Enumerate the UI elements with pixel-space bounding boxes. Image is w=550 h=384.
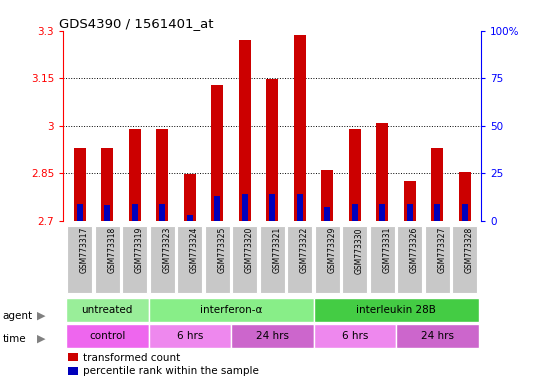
Text: GSM773317: GSM773317 <box>80 227 89 273</box>
Bar <box>76 204 82 221</box>
FancyBboxPatch shape <box>150 225 175 293</box>
Bar <box>187 215 193 221</box>
Text: GSM773325: GSM773325 <box>217 227 226 273</box>
Bar <box>242 194 248 221</box>
Text: untreated: untreated <box>81 305 133 315</box>
FancyBboxPatch shape <box>148 298 314 322</box>
FancyBboxPatch shape <box>67 225 92 293</box>
Bar <box>132 204 138 221</box>
FancyBboxPatch shape <box>205 225 230 293</box>
Bar <box>239 40 251 221</box>
Bar <box>459 172 471 221</box>
FancyBboxPatch shape <box>177 225 202 293</box>
Bar <box>431 148 443 221</box>
Bar <box>156 129 168 221</box>
FancyBboxPatch shape <box>314 298 478 322</box>
FancyBboxPatch shape <box>231 324 314 348</box>
Bar <box>434 204 441 221</box>
FancyBboxPatch shape <box>287 225 312 293</box>
Bar <box>184 174 196 221</box>
FancyBboxPatch shape <box>452 225 477 293</box>
Text: interleukin 28B: interleukin 28B <box>356 305 436 315</box>
Text: ▶: ▶ <box>37 311 45 321</box>
Bar <box>129 129 141 221</box>
FancyBboxPatch shape <box>397 225 422 293</box>
Text: 24 hrs: 24 hrs <box>421 331 454 341</box>
Bar <box>407 204 412 221</box>
Legend: transformed count, percentile rank within the sample: transformed count, percentile rank withi… <box>68 353 259 376</box>
Text: GSM773321: GSM773321 <box>272 227 281 273</box>
Text: GSM773319: GSM773319 <box>135 227 144 273</box>
FancyBboxPatch shape <box>260 225 285 293</box>
FancyBboxPatch shape <box>396 324 478 348</box>
Bar <box>376 123 388 221</box>
Text: GDS4390 / 1561401_at: GDS4390 / 1561401_at <box>59 17 213 30</box>
Text: GSM773320: GSM773320 <box>245 227 254 273</box>
Bar <box>404 181 416 221</box>
Bar <box>321 170 333 221</box>
Bar <box>74 148 86 221</box>
Text: GSM773323: GSM773323 <box>162 227 171 273</box>
Text: GSM773328: GSM773328 <box>465 227 474 273</box>
Text: agent: agent <box>3 311 33 321</box>
Text: GSM773330: GSM773330 <box>355 227 364 273</box>
Text: control: control <box>89 331 125 341</box>
Text: time: time <box>3 334 26 344</box>
Text: GSM773326: GSM773326 <box>410 227 419 273</box>
Text: GSM773331: GSM773331 <box>382 227 391 273</box>
FancyBboxPatch shape <box>95 225 120 293</box>
Text: ▶: ▶ <box>37 334 45 344</box>
Bar <box>379 204 385 221</box>
FancyBboxPatch shape <box>122 225 147 293</box>
Bar <box>160 204 165 221</box>
FancyBboxPatch shape <box>425 225 450 293</box>
Bar <box>349 129 361 221</box>
Text: 24 hrs: 24 hrs <box>256 331 289 341</box>
Text: interferon-α: interferon-α <box>200 305 262 315</box>
Text: GSM773329: GSM773329 <box>327 227 336 273</box>
Text: GSM773318: GSM773318 <box>107 227 116 273</box>
Text: GSM773322: GSM773322 <box>300 227 309 273</box>
FancyBboxPatch shape <box>148 324 231 348</box>
Text: GSM773324: GSM773324 <box>190 227 199 273</box>
Bar <box>324 207 330 221</box>
FancyBboxPatch shape <box>314 324 396 348</box>
Bar <box>211 84 223 221</box>
FancyBboxPatch shape <box>232 225 257 293</box>
Bar <box>104 205 110 221</box>
Bar <box>297 194 303 221</box>
FancyBboxPatch shape <box>315 225 340 293</box>
Bar <box>270 194 276 221</box>
FancyBboxPatch shape <box>370 225 395 293</box>
Bar <box>101 148 113 221</box>
Bar <box>266 79 278 221</box>
Bar <box>294 35 306 221</box>
Text: GSM773327: GSM773327 <box>437 227 446 273</box>
FancyBboxPatch shape <box>66 298 148 322</box>
FancyBboxPatch shape <box>66 324 148 348</box>
Text: 6 hrs: 6 hrs <box>177 331 203 341</box>
Bar <box>214 196 220 221</box>
Bar <box>462 204 468 221</box>
Text: 6 hrs: 6 hrs <box>342 331 368 341</box>
FancyBboxPatch shape <box>342 225 367 293</box>
Bar <box>352 204 358 221</box>
